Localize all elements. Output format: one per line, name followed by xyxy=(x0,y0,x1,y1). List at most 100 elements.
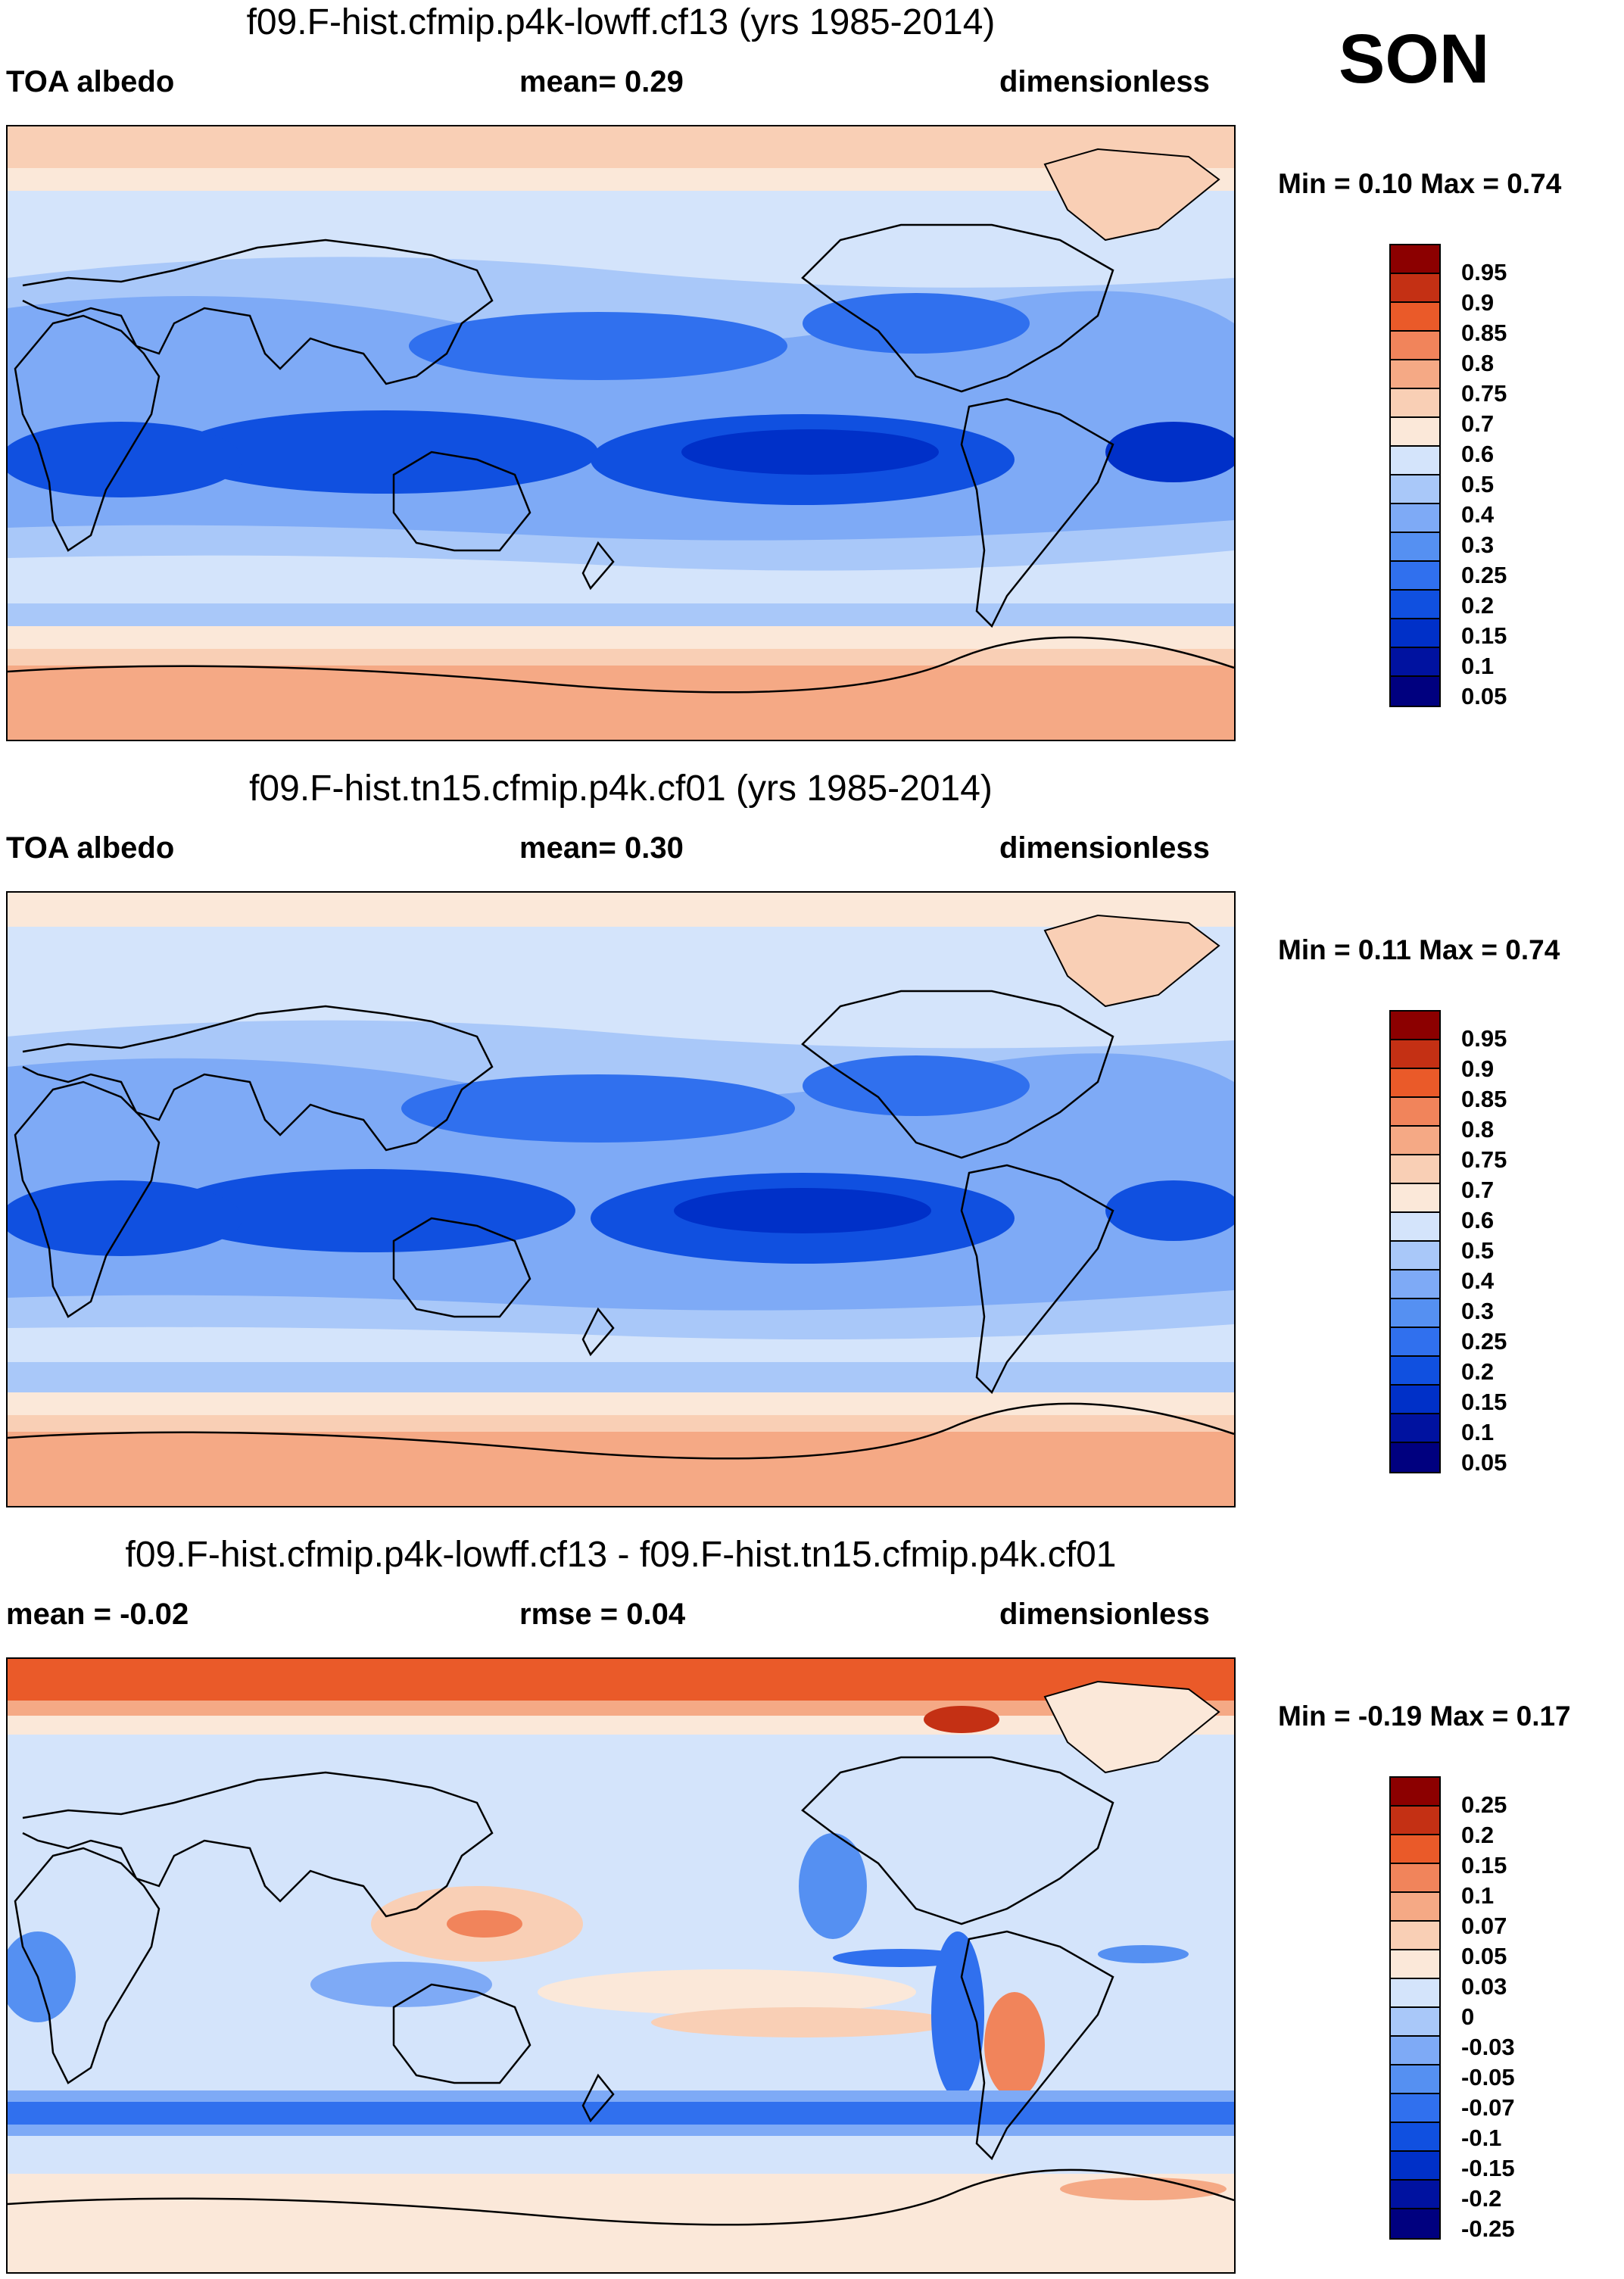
colorbar-swatch xyxy=(1391,619,1439,648)
colorbar-swatch xyxy=(1391,1155,1439,1184)
colorbar-label: 0.6 xyxy=(1461,1207,1495,1233)
colorbar-label: 0.5 xyxy=(1461,1237,1495,1264)
colorbar-swatch xyxy=(1391,1979,1439,2008)
panel2-variable-label: TOA albedo xyxy=(6,831,175,865)
colorbar-label: 0.5 xyxy=(1461,471,1495,497)
colorbar-swatch xyxy=(1391,1414,1439,1443)
colorbar-swatch xyxy=(1391,475,1439,504)
colorbar-swatch xyxy=(1391,360,1439,389)
colorbar-swatch xyxy=(1391,2209,1439,2238)
colorbar-swatch xyxy=(1391,2123,1439,2152)
colorbar-label: 0.15 xyxy=(1461,622,1507,649)
colorbar-swatch xyxy=(1391,2094,1439,2123)
panel1-title: f09.F-hist.cfmip.p4k-lowff.cf13 (yrs 198… xyxy=(246,2,996,42)
colorbar-label: 0.7 xyxy=(1461,410,1495,437)
colorbar-label: 0.05 xyxy=(1461,1449,1507,1476)
colorbar-label: 0.15 xyxy=(1461,1852,1507,1878)
panel3-mean-label: mean = -0.02 xyxy=(6,1598,189,1631)
colorbar-swatch xyxy=(1391,2065,1439,2094)
colorbar-swatch xyxy=(1391,1443,1439,1472)
colorbar-label: 0.2 xyxy=(1461,1358,1495,1385)
colorbar-label: 0.15 xyxy=(1461,1389,1507,1415)
colorbar-swatch xyxy=(1391,1012,1439,1040)
panel3-rmse-label: rmse = 0.04 xyxy=(519,1598,686,1631)
panel1-variable-label: TOA albedo xyxy=(6,65,175,98)
colorbar-label: 0.85 xyxy=(1461,1086,1507,1112)
colorbar-swatch xyxy=(1391,1270,1439,1299)
colorbar-label: 0.25 xyxy=(1461,562,1507,588)
colorbar-label: -0.1 xyxy=(1461,2125,1502,2151)
colorbar-label: 0.3 xyxy=(1461,1298,1495,1324)
colorbar-label: 0.03 xyxy=(1461,1973,1507,2000)
colorbar-label: 0.2 xyxy=(1461,592,1495,619)
colorbar-swatch xyxy=(1391,1299,1439,1328)
colorbar-swatch xyxy=(1391,1835,1439,1864)
colorbar-label: 0 xyxy=(1461,2003,1475,2030)
colorbar-swatch xyxy=(1391,1807,1439,1835)
panel2-minmax: Min = 0.11 Max = 0.74 xyxy=(1278,934,1560,965)
colorbar-label: 0.25 xyxy=(1461,1328,1507,1355)
colorbar-label: 0.9 xyxy=(1461,1055,1495,1082)
colorbar-label: 0.1 xyxy=(1461,653,1495,679)
colorbar-swatch xyxy=(1391,447,1439,475)
colorbar-swatch xyxy=(1391,1778,1439,1807)
colorbar-swatch xyxy=(1391,332,1439,360)
season-label: SON xyxy=(1339,20,1490,98)
panel3-map xyxy=(6,1657,1236,2274)
colorbar-swatch xyxy=(1391,1098,1439,1127)
panel1-map-svg xyxy=(8,126,1234,740)
colorbar-swatch xyxy=(1391,677,1439,706)
panel3-units-label: dimensionless xyxy=(999,1598,1210,1631)
colorbar-label: 0.05 xyxy=(1461,1943,1507,1969)
colorbar-label: 0.25 xyxy=(1461,1791,1507,1818)
panel2-units-label: dimensionless xyxy=(999,831,1210,865)
colorbar-label: -0.2 xyxy=(1461,2185,1502,2212)
colorbar-swatch xyxy=(1391,1357,1439,1386)
colorbar-swatch xyxy=(1391,1242,1439,1270)
colorbar-label: 0.8 xyxy=(1461,1116,1495,1143)
colorbar-swatch xyxy=(1391,1922,1439,1950)
panel3-title: f09.F-hist.cfmip.p4k-lowff.cf13 - f09.F-… xyxy=(125,1535,1117,1575)
colorbar-swatch xyxy=(1391,1864,1439,1893)
colorbar-label: 0.1 xyxy=(1461,1882,1495,1909)
colorbar-label: -0.05 xyxy=(1461,2064,1515,2090)
colorbar-label: -0.25 xyxy=(1461,2215,1515,2242)
colorbar-swatch xyxy=(1391,389,1439,418)
panel2-colorbar xyxy=(1389,1010,1441,1473)
colorbar-swatch xyxy=(1391,533,1439,562)
panel1-minmax: Min = 0.10 Max = 0.74 xyxy=(1278,168,1562,199)
panel1-map xyxy=(6,125,1236,741)
colorbar-label: 0.4 xyxy=(1461,1267,1495,1294)
colorbar-label: 0.75 xyxy=(1461,1146,1507,1173)
colorbar-label: 0.85 xyxy=(1461,320,1507,346)
colorbar-swatch xyxy=(1391,1386,1439,1414)
colorbar-label: -0.15 xyxy=(1461,2155,1515,2181)
colorbar-swatch xyxy=(1391,2152,1439,2181)
panel2-map xyxy=(6,891,1236,1507)
colorbar-swatch xyxy=(1391,1069,1439,1098)
colorbar-label: 0.05 xyxy=(1461,683,1507,709)
panel1-mean-label: mean= 0.29 xyxy=(519,65,684,98)
colorbar-label: 0.9 xyxy=(1461,289,1495,316)
panel3-colorbar xyxy=(1389,1776,1441,2240)
colorbar-swatch xyxy=(1391,1040,1439,1069)
colorbar-swatch xyxy=(1391,1127,1439,1155)
colorbar-swatch xyxy=(1391,2181,1439,2209)
colorbar-label: 0.4 xyxy=(1461,501,1495,528)
colorbar-swatch xyxy=(1391,1328,1439,1357)
panel2-map-svg xyxy=(8,893,1234,1506)
colorbar-label: 0.95 xyxy=(1461,259,1507,285)
panel3-map-svg xyxy=(8,1659,1234,2272)
colorbar-swatch xyxy=(1391,1950,1439,1979)
colorbar-swatch xyxy=(1391,245,1439,274)
colorbar-swatch xyxy=(1391,1213,1439,1242)
colorbar-swatch xyxy=(1391,2037,1439,2065)
colorbar-swatch xyxy=(1391,303,1439,332)
colorbar-label: -0.07 xyxy=(1461,2094,1515,2121)
colorbar-label: 0.6 xyxy=(1461,441,1495,467)
colorbar-label: 0.1 xyxy=(1461,1419,1495,1445)
colorbar-swatch xyxy=(1391,648,1439,677)
colorbar-swatch xyxy=(1391,504,1439,533)
colorbar-swatch xyxy=(1391,1893,1439,1922)
colorbar-label: 0.75 xyxy=(1461,380,1507,407)
